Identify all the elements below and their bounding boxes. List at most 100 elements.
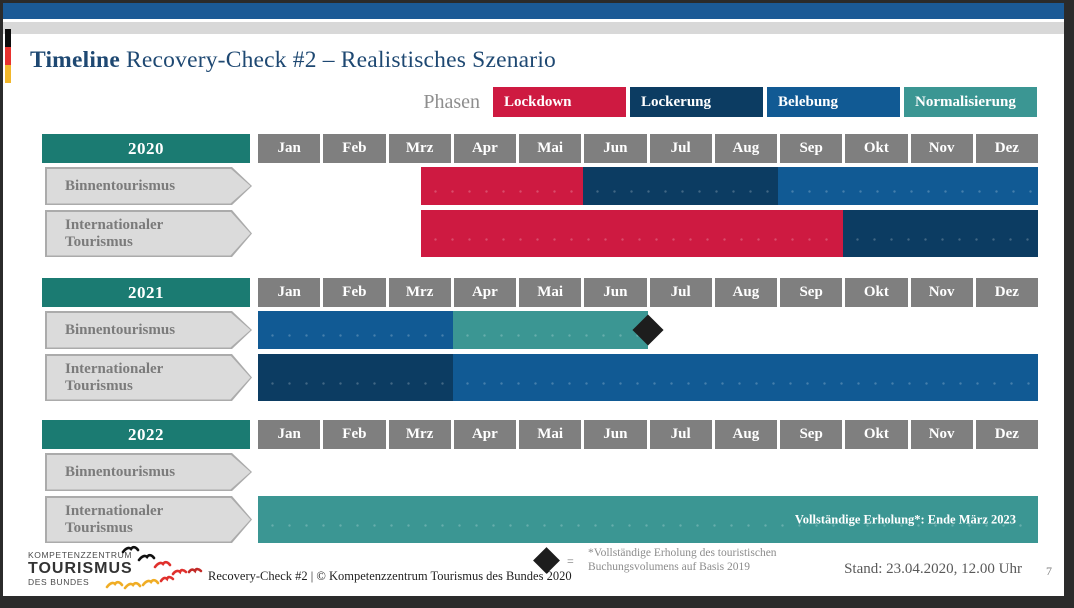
legend-item-lockdown: Lockdown: [493, 87, 626, 117]
bar-track: [258, 453, 1038, 491]
row-label-arrow: Binnentourismus: [45, 453, 252, 491]
timeline-row: Internationaler Tourismus: [3, 354, 1038, 401]
month-cell-jun: Jun: [584, 134, 647, 163]
timeline-row: Binnentourismus: [3, 453, 1038, 491]
arrow-fill: [47, 498, 251, 542]
top-gray-strip: [3, 22, 1064, 34]
logo-line2: TOURISMUS: [28, 560, 133, 577]
title-rest: Recovery-Check #2 – Realistisches Szenar…: [119, 47, 556, 73]
phase-segment-belebung: [258, 311, 453, 349]
bar-track: [258, 210, 1038, 257]
logo-line1: KOMPETENZZENTRUM: [28, 550, 133, 560]
phase-segment-normalisierung: [453, 311, 648, 349]
month-cell-feb: Feb: [323, 278, 386, 307]
legend-item-belebung: Belebung: [767, 87, 900, 117]
month-cell-jul: Jul: [649, 134, 712, 163]
month-cell-jul: Jul: [649, 420, 712, 449]
month-cell-mrz: Mrz: [388, 134, 451, 163]
month-cell-feb: Feb: [323, 134, 386, 163]
phase-segment-lockerung: [258, 354, 453, 401]
month-cell-nov: Nov: [910, 134, 973, 163]
slide: Timeline Recovery-Check #2 – Realistisch…: [3, 3, 1064, 596]
segment-note: Vollständige Erholung*: Ende März 2023: [794, 512, 1016, 526]
page-title: Timeline Recovery-Check #2 – Realistisch…: [30, 45, 556, 75]
copyright-text: Recovery-Check #2 | © Kompetenzzentrum T…: [208, 569, 572, 583]
legend-label: Phasen: [423, 90, 480, 113]
phase-segment-lockdown: [420, 210, 843, 257]
footer: KOMPETENZZENTRUM TOURISMUS DES BUNDES Re: [3, 544, 1064, 596]
month-cell-sep: Sep: [780, 278, 843, 307]
year-label: 2021: [42, 278, 250, 307]
month-strip: Jan Feb Mrz Apr Mai Jun Jul Aug Sep Okt Nov Dez: [258, 420, 1038, 449]
month-cell-jan: Jan: [258, 420, 321, 449]
month-cell-nov: Nov: [910, 278, 973, 307]
month-cell-feb: Feb: [323, 420, 386, 449]
phase-legend-items: Lockdown Lockerung Belebung Normalisierung: [493, 87, 1037, 117]
month-cell-apr: Apr: [453, 420, 516, 449]
arrow-fill: [47, 356, 251, 400]
year-header: 2020 Jan Feb Mrz Apr Mai Jun Jul Aug Sep Okt Nov Dez: [3, 134, 1038, 163]
timeline-row: Binnentourismus: [3, 167, 1038, 205]
timeline-row: Internationaler Tourismus: [3, 210, 1038, 257]
row-label: Binnentourismus: [65, 177, 176, 194]
month-cell-nov: Nov: [910, 420, 973, 449]
year-section-2021: 2021 Jan Feb Mrz Apr Mai Jun Jul Aug Sep Okt Nov Dez…: [3, 278, 1038, 401]
status-date: Stand: 23.04.2020, 12.00 Uhr: [844, 561, 1022, 577]
month-cell-jun: Jun: [584, 278, 647, 307]
footnote: *Vollständige Erholung des touristischen…: [588, 547, 777, 574]
logo: KOMPETENZZENTRUM TOURISMUS DES BUNDES: [28, 550, 133, 587]
month-cell-mrz: Mrz: [388, 278, 451, 307]
legend-item-lockerung: Lockerung: [630, 87, 763, 117]
phase-segment-lockerung: [583, 167, 778, 205]
page-number: 7: [1046, 564, 1052, 578]
month-cell-mrz: Mrz: [388, 420, 451, 449]
row-label: Binnentourismus: [65, 321, 176, 338]
phase-legend: Phasen Lockdown Lockerung Belebung Normalis…: [3, 87, 1037, 117]
month-cell-apr: Apr: [453, 278, 516, 307]
month-cell-okt: Okt: [845, 134, 908, 163]
year-header: 2021 Jan Feb Mrz Apr Mai Jun Jul Aug Sep Okt Nov Dez: [3, 278, 1038, 307]
timeline: 2020 Jan Feb Mrz Apr Mai Jun Jul Aug Sep Okt Nov Dez…: [3, 134, 1038, 543]
month-cell-jan: Jan: [258, 278, 321, 307]
month-cell-okt: Okt: [845, 278, 908, 307]
row-label-arrow: Binnentourismus: [45, 311, 252, 349]
year-label: 2022: [42, 420, 250, 449]
row-label: Internationaler Tourismus: [65, 361, 164, 394]
flag-gold-stripe: [5, 65, 11, 83]
bar-track: [258, 167, 1038, 205]
row-label: Internationaler Tourismus: [65, 217, 164, 250]
row-label-arrow: Internationaler Tourismus: [45, 354, 252, 401]
phase-segment-normalisierung: Vollständige Erholung*: Ende März 2023: [258, 496, 1038, 543]
month-cell-mai: Mai: [519, 420, 582, 449]
row-label-arrow: Internationaler Tourismus: [45, 496, 252, 543]
row-label-arrow: Binnentourismus: [45, 167, 252, 205]
month-cell-jun: Jun: [584, 420, 647, 449]
bar-track: [258, 311, 1038, 349]
flag-black-stripe: [5, 29, 11, 47]
year-header: 2022 Jan Feb Mrz Apr Mai Jun Jul Aug Sep Okt Nov Dez: [3, 420, 1038, 449]
month-strip: Jan Feb Mrz Apr Mai Jun Jul Aug Sep Okt Nov Dez: [258, 278, 1038, 307]
equals-sign: =: [567, 554, 574, 568]
year-label: 2020: [42, 134, 250, 163]
timeline-row: Binnentourismus: [3, 311, 1038, 349]
month-cell-okt: Okt: [845, 420, 908, 449]
birds-logo-icon: [105, 545, 203, 590]
flag-red-stripe: [5, 47, 11, 65]
footnote-line1: *Vollständige Erholung des touristischen: [588, 547, 777, 559]
phase-segment-lockerung: [843, 210, 1038, 257]
month-cell-dez: Dez: [975, 134, 1038, 163]
month-strip: Jan Feb Mrz Apr Mai Jun Jul Aug Sep Okt Nov Dez: [258, 134, 1038, 163]
arrow-fill: [47, 212, 251, 256]
month-cell-aug: Aug: [714, 420, 777, 449]
month-cell-aug: Aug: [714, 134, 777, 163]
month-cell-mai: Mai: [519, 278, 582, 307]
footnote-line2: Buchungsvolumens auf Basis 2019: [588, 560, 750, 573]
logo-line3: DES BUNDES: [28, 577, 90, 587]
legend-item-normalisierung: Normalisierung: [904, 87, 1037, 117]
year-section-2020: 2020 Jan Feb Mrz Apr Mai Jun Jul Aug Sep Okt Nov Dez…: [3, 134, 1038, 257]
title-bold: Timeline: [30, 47, 120, 73]
month-cell-jul: Jul: [649, 278, 712, 307]
phase-segment-lockdown: [420, 167, 583, 205]
arrow-fill: [47, 455, 251, 490]
